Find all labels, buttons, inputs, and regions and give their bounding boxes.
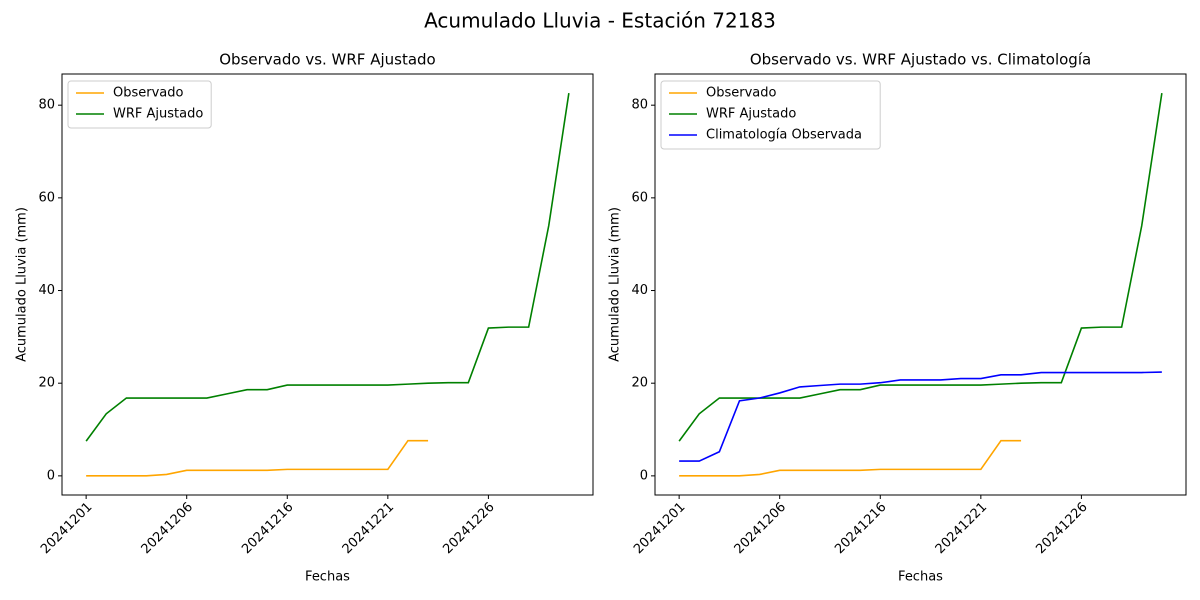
legend-label: WRF Ajustado: [113, 107, 203, 122]
legend-label: Observado: [113, 86, 184, 101]
x-axis-label: Fechas: [898, 570, 943, 585]
x-tick-label: 20241201: [631, 500, 688, 557]
x-tick-label: 20241221: [340, 500, 397, 557]
x-tick-label: 20241201: [38, 500, 95, 557]
legend-label: WRF Ajustado: [706, 107, 796, 122]
x-tick-label: 20241206: [732, 500, 789, 557]
y-tick-label: 60: [38, 190, 55, 205]
y-tick-label: 0: [47, 468, 55, 483]
x-tick-label: 20241226: [1033, 500, 1090, 557]
legend-label: Observado: [706, 86, 777, 101]
y-tick-label: 20: [631, 376, 648, 391]
y-tick-label: 60: [631, 190, 648, 205]
y-axis-label: Acumulado Lluvia (mm): [608, 207, 623, 362]
series-line: [679, 439, 1022, 477]
x-tick-label: 20241216: [832, 500, 889, 557]
x-tick-label: 20241226: [440, 500, 497, 557]
series-line: [86, 439, 429, 477]
x-axis-label: Fechas: [305, 570, 350, 585]
x-tick-label: 20241206: [139, 500, 196, 557]
axes-frame: [654, 73, 1187, 496]
legend-box: [660, 80, 881, 150]
y-tick-label: 80: [631, 98, 648, 113]
x-tick-label: 20241216: [239, 500, 296, 557]
y-axis-label: Acumulado Lluvia (mm): [15, 207, 30, 362]
series-line: [679, 371, 1162, 462]
axes-title: Observado vs. WRF Ajustado: [219, 51, 435, 69]
legend-label: Climatología Observada: [706, 128, 862, 143]
axes-title: Observado vs. WRF Ajustado vs. Climatolo…: [750, 51, 1091, 69]
y-tick-label: 20: [38, 376, 55, 391]
y-tick-label: 40: [631, 283, 648, 298]
y-tick-label: 40: [38, 283, 55, 298]
axes-frame: [61, 73, 594, 496]
x-tick-label: 20241221: [933, 500, 990, 557]
figure-title: Acumulado Lluvia - Estación 72183: [424, 9, 776, 33]
series-line: [85, 93, 570, 442]
y-tick-label: 0: [640, 468, 648, 483]
y-tick-label: 80: [38, 98, 55, 113]
